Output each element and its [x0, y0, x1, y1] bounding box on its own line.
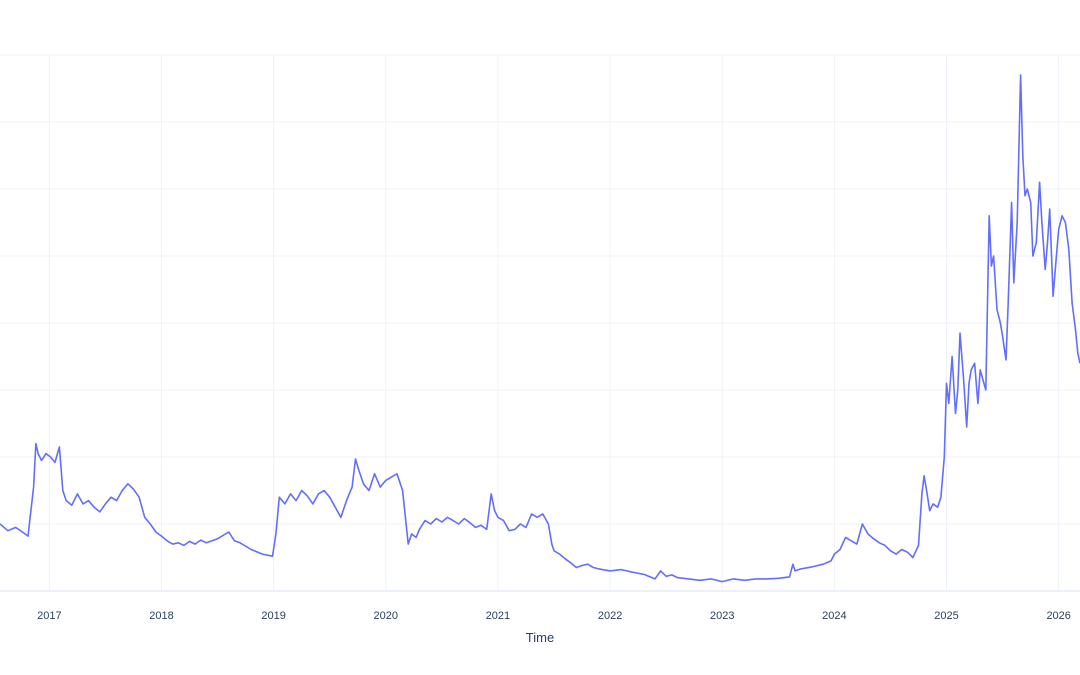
series-layer	[0, 74, 1080, 583]
x-tick-label: 2020	[374, 610, 398, 622]
x-tick-label: 2022	[598, 610, 622, 622]
series-line	[0, 74, 1080, 583]
plot-area	[0, 54, 1080, 592]
x-tick-label: 2019	[261, 610, 285, 622]
y-gridlines	[0, 54, 1080, 525]
x-tick-label: 2025	[934, 610, 958, 622]
x-tick-label: 2024	[822, 610, 846, 622]
x-tick-label: 2017	[37, 610, 61, 622]
x-gridlines	[48, 55, 1060, 591]
x-tick-labels: 2017 2018 2019 2020 2021 2022 2023 2024 2025 2026	[37, 610, 1071, 622]
x-tick-label: 2023	[710, 610, 734, 622]
x-tick-label: 2018	[149, 610, 173, 622]
x-tick-label: 2026	[1046, 610, 1070, 622]
x-tick-label: 2021	[486, 610, 510, 622]
x-axis-title: Time	[526, 630, 554, 645]
